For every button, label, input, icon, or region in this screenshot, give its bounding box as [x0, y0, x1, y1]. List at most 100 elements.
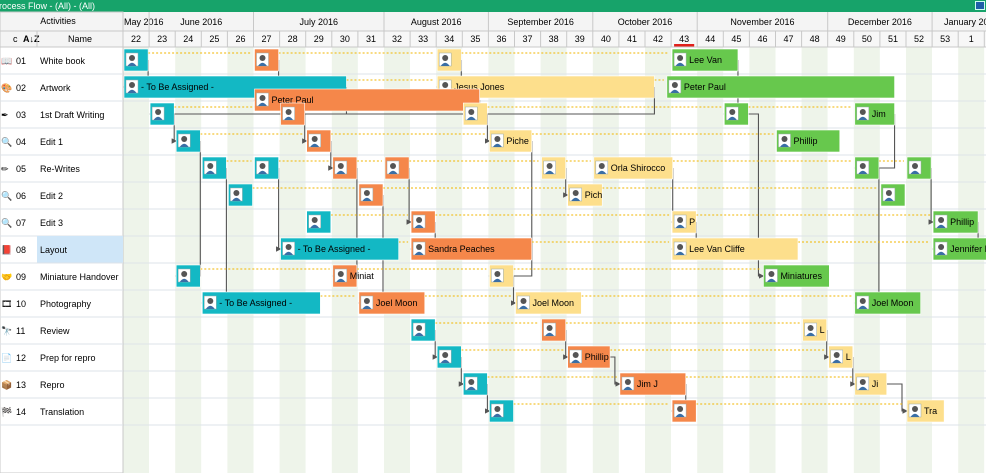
week-label[interactable]: 48 [810, 34, 820, 44]
activity-row[interactable]: 📖 01 White book [0, 56, 123, 75]
task-bar[interactable] [306, 210, 332, 234]
task-bar-fill[interactable] [666, 75, 895, 99]
task-bar[interactable] [175, 129, 201, 153]
task-bar[interactable]: Phillip [932, 210, 979, 234]
task-bar[interactable] [462, 372, 488, 396]
week-label[interactable]: 41 [627, 34, 637, 44]
task-bar[interactable]: Lee Van [671, 48, 739, 72]
week-label[interactable]: 44 [705, 34, 715, 44]
week-label[interactable]: 32 [392, 34, 402, 44]
task-bar[interactable] [906, 156, 932, 180]
activity-row[interactable]: 🔍 06 Edit 2 [0, 190, 123, 210]
task-bar[interactable]: L [828, 345, 854, 369]
task-bar[interactable]: Tra [906, 399, 945, 423]
activity-row[interactable]: 🎨 02 Artwork [0, 82, 123, 102]
week-label[interactable]: 31 [366, 34, 376, 44]
name-column-header[interactable]: Name [68, 34, 92, 44]
week-label[interactable]: 29 [314, 34, 324, 44]
task-bar[interactable]: - To Be Assigned - [202, 291, 321, 315]
task-bar[interactable] [202, 156, 227, 180]
window-app-icon[interactable] [975, 1, 985, 10]
task-bar[interactable]: Jennifer Lopez [932, 237, 986, 261]
week-label[interactable]: 36 [496, 34, 506, 44]
week-label[interactable]: 53 [940, 34, 950, 44]
task-bar[interactable]: Phillip [567, 345, 611, 369]
week-label[interactable]: 49 [836, 34, 846, 44]
task-bar[interactable] [280, 102, 306, 126]
task-bar[interactable] [332, 156, 358, 180]
activity-row[interactable]: ✒ 03 1st Draft Writing [0, 110, 123, 129]
task-bar[interactable]: Piche [489, 129, 533, 153]
task-bar[interactable]: Miniat [332, 264, 375, 288]
task-bar[interactable] [254, 48, 279, 72]
week-label[interactable]: 46 [757, 34, 767, 44]
task-bar-fill[interactable] [854, 291, 921, 315]
activity-row[interactable]: 🏁 14 Translation [0, 406, 123, 426]
activity-row[interactable]: 🤝 09 Miniature Handover [0, 272, 123, 291]
task-bar[interactable] [175, 264, 201, 288]
task-bar-fill[interactable] [254, 88, 480, 112]
code-column-header[interactable]: c [13, 34, 18, 44]
task-bar[interactable]: Miniatures [763, 264, 830, 288]
activity-row[interactable]: 📦 13 Repro [0, 379, 123, 399]
task-bar[interactable] [228, 183, 253, 207]
task-bar[interactable]: Orla Shirocco [593, 156, 674, 180]
week-label[interactable]: 24 [183, 34, 193, 44]
task-bar-fill[interactable] [515, 291, 582, 315]
task-bar[interactable]: Peter Paul [254, 88, 480, 112]
task-bar-fill[interactable] [763, 264, 830, 288]
task-bar[interactable] [489, 399, 514, 423]
task-bar-fill[interactable] [619, 372, 687, 396]
task-bar[interactable]: Joel Moon [854, 291, 921, 315]
week-label[interactable]: 42 [653, 34, 663, 44]
task-bar[interactable]: Pich [567, 183, 603, 207]
week-label[interactable]: 50 [862, 34, 872, 44]
task-bar[interactable] [306, 129, 332, 153]
week-label[interactable]: 52 [914, 34, 924, 44]
task-bar-fill[interactable] [776, 129, 841, 153]
week-label[interactable]: 28 [288, 34, 298, 44]
task-bar[interactable]: Peter Paul [666, 75, 895, 99]
task-bar-fill[interactable] [202, 291, 321, 315]
task-bar[interactable] [358, 183, 384, 207]
task-bar[interactable]: L [802, 318, 827, 342]
task-bar[interactable]: Jim J [619, 372, 687, 396]
week-label[interactable]: 27 [262, 34, 272, 44]
task-bar[interactable] [462, 102, 488, 126]
task-bar[interactable]: Sandra Peaches [410, 237, 533, 261]
task-bar-fill[interactable] [671, 48, 739, 72]
task-bar-fill[interactable] [410, 237, 533, 261]
week-label[interactable]: 37 [523, 34, 533, 44]
week-label[interactable]: 40 [601, 34, 611, 44]
week-label[interactable]: 33 [418, 34, 428, 44]
task-bar[interactable] [384, 156, 410, 180]
week-label[interactable]: 35 [470, 34, 480, 44]
week-label[interactable]: 25 [209, 34, 219, 44]
task-bar[interactable] [489, 264, 514, 288]
task-bar[interactable]: Joel Moon [358, 291, 426, 315]
week-label[interactable]: 38 [549, 34, 559, 44]
week-label[interactable]: 45 [731, 34, 741, 44]
activity-row[interactable]: 📄 12 Prep for repro [0, 352, 123, 372]
task-bar-fill[interactable] [593, 156, 674, 180]
task-bar[interactable] [123, 48, 149, 72]
task-bar[interactable] [671, 399, 697, 423]
task-bar-fill[interactable] [280, 237, 399, 261]
week-label[interactable]: 23 [157, 34, 167, 44]
task-bar[interactable]: Jim [854, 102, 895, 126]
week-label[interactable]: 51 [888, 34, 898, 44]
activity-row[interactable]: 🔍 04 Edit 1 [0, 136, 123, 156]
week-label[interactable]: 34 [444, 34, 454, 44]
task-bar[interactable]: - To Be Assigned - [280, 237, 399, 261]
task-bar[interactable] [541, 318, 566, 342]
week-label[interactable]: 47 [784, 34, 794, 44]
task-bar[interactable] [254, 156, 279, 180]
week-label[interactable]: 30 [340, 34, 350, 44]
week-label[interactable]: 22 [131, 34, 141, 44]
week-label[interactable]: 43 [679, 34, 689, 44]
task-bar[interactable]: Joel Moon [515, 291, 582, 315]
task-bar[interactable]: Jesus Jones [436, 75, 655, 99]
week-label[interactable]: 1 [969, 34, 974, 44]
task-bar[interactable] [880, 183, 906, 207]
task-bar[interactable] [541, 156, 566, 180]
